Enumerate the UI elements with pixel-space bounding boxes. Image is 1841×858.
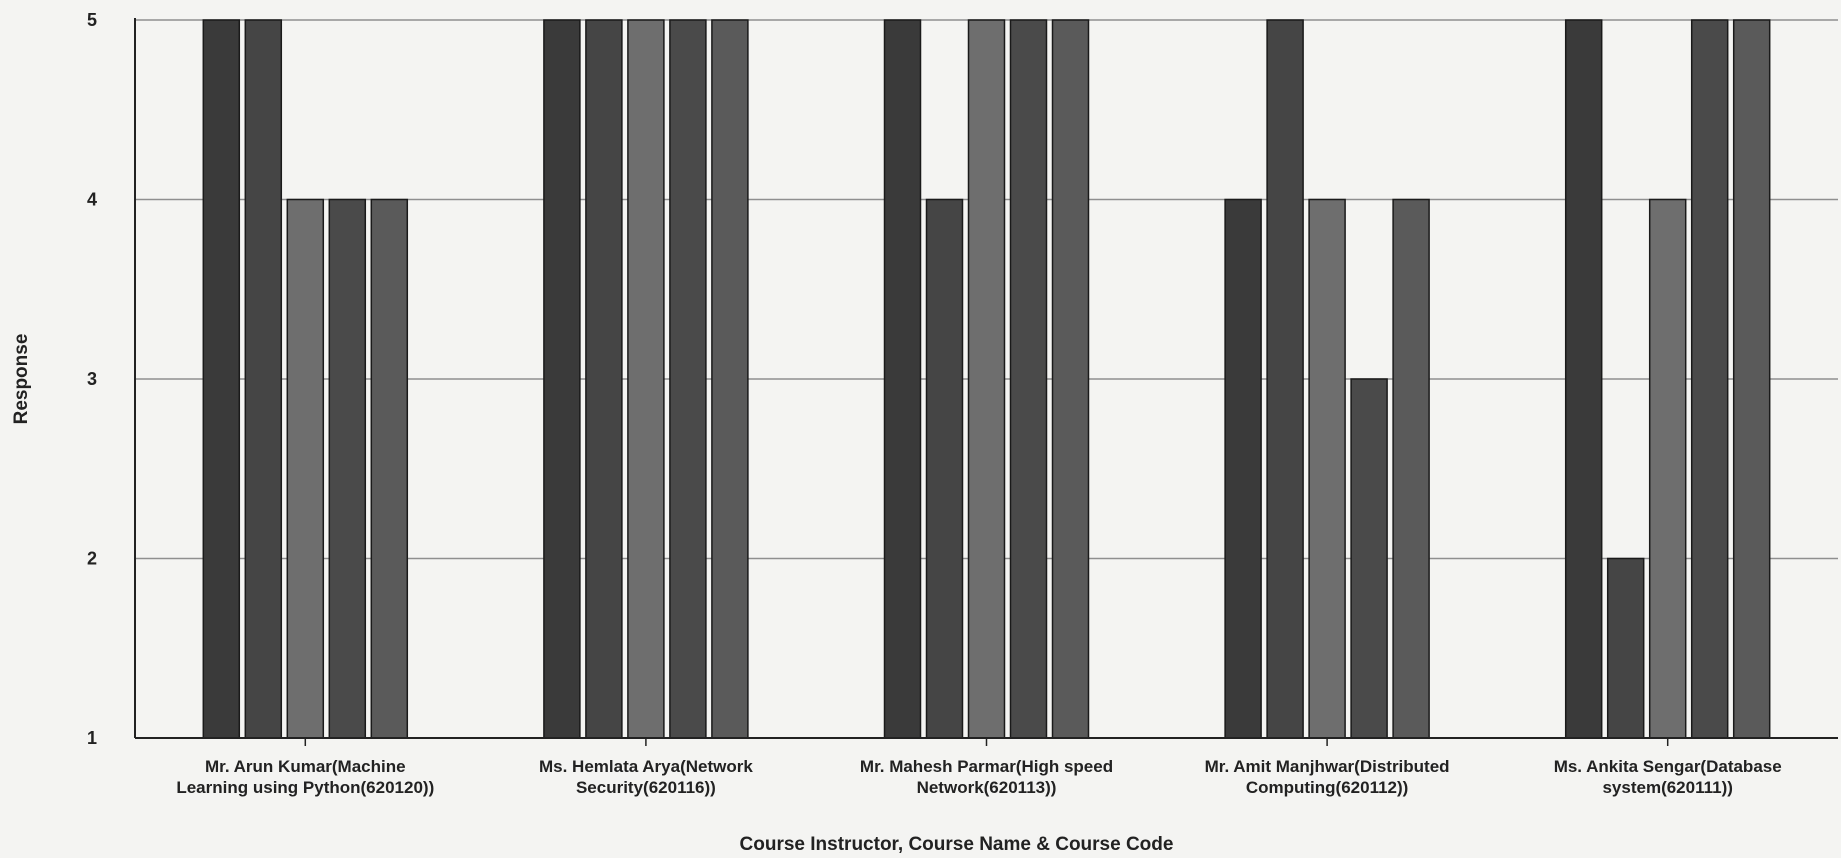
y-tick-label-3: 3: [87, 369, 97, 389]
bar-cat4-series4: [1350, 378, 1388, 739]
x-axis-title: Course Instructor, Course Name & Course …: [740, 834, 1174, 855]
bar-cat1-series4: [328, 198, 367, 739]
category-label-5: Ms. Ankita Sengar(Database system(620111)…: [1554, 757, 1782, 797]
bar-cat5-series2: [1606, 557, 1645, 739]
bar-cat4-series1: [1224, 198, 1262, 739]
bar-cat2-series1: [543, 19, 581, 739]
bar-cat1-series1: [202, 19, 241, 739]
bar-cat2-series5: [711, 19, 749, 739]
bar-cat3-series2: [925, 198, 964, 739]
category-label-3: Mr. Mahesh Parmar(High speed Network(6201…: [860, 757, 1113, 797]
bar-cat3-series1: [883, 19, 922, 739]
bar-cat1-series5: [370, 198, 409, 739]
bar-cat5-series4: [1690, 19, 1729, 739]
category-label-2: Ms. Hemlata Arya(Network Security(620116)…: [539, 757, 753, 797]
y-tick-label-4: 4: [87, 190, 97, 210]
bar-cat3-series4: [1009, 19, 1048, 739]
bar-cat5-series5: [1732, 19, 1771, 739]
category-label-4: Mr. Amit Manjhwar(Distributed Computing(6…: [1205, 757, 1450, 797]
y-tick-label-1: 1: [87, 728, 97, 748]
bar-cat3-series3: [967, 19, 1006, 739]
y-tick-label-5: 5: [87, 10, 97, 30]
labels: 1 2 3 4 5 Mr. Arun Kumar(Machine Learning usin…: [11, 10, 1782, 855]
axes: [134, 18, 1838, 746]
bar-cat4-series3: [1308, 198, 1346, 739]
y-axis-title: Response: [11, 334, 32, 425]
bar-cat1-series2: [244, 19, 283, 739]
bar-cat2-series4: [669, 19, 707, 739]
bar-cat5-series3: [1648, 198, 1687, 739]
y-tick-label-2: 2: [87, 549, 97, 569]
bar-cat2-series3: [627, 19, 665, 739]
category-label-1: Mr. Arun Kumar(Machine Learning using Pyt…: [176, 757, 434, 797]
bar-cat4-series5: [1392, 198, 1430, 739]
bar-cat5-series1: [1564, 19, 1603, 739]
bar-cat3-series5: [1051, 19, 1090, 739]
bar-cat2-series2: [585, 19, 623, 739]
bar-cat4-series2: [1266, 19, 1304, 739]
bar-cat1-series3: [286, 198, 325, 739]
